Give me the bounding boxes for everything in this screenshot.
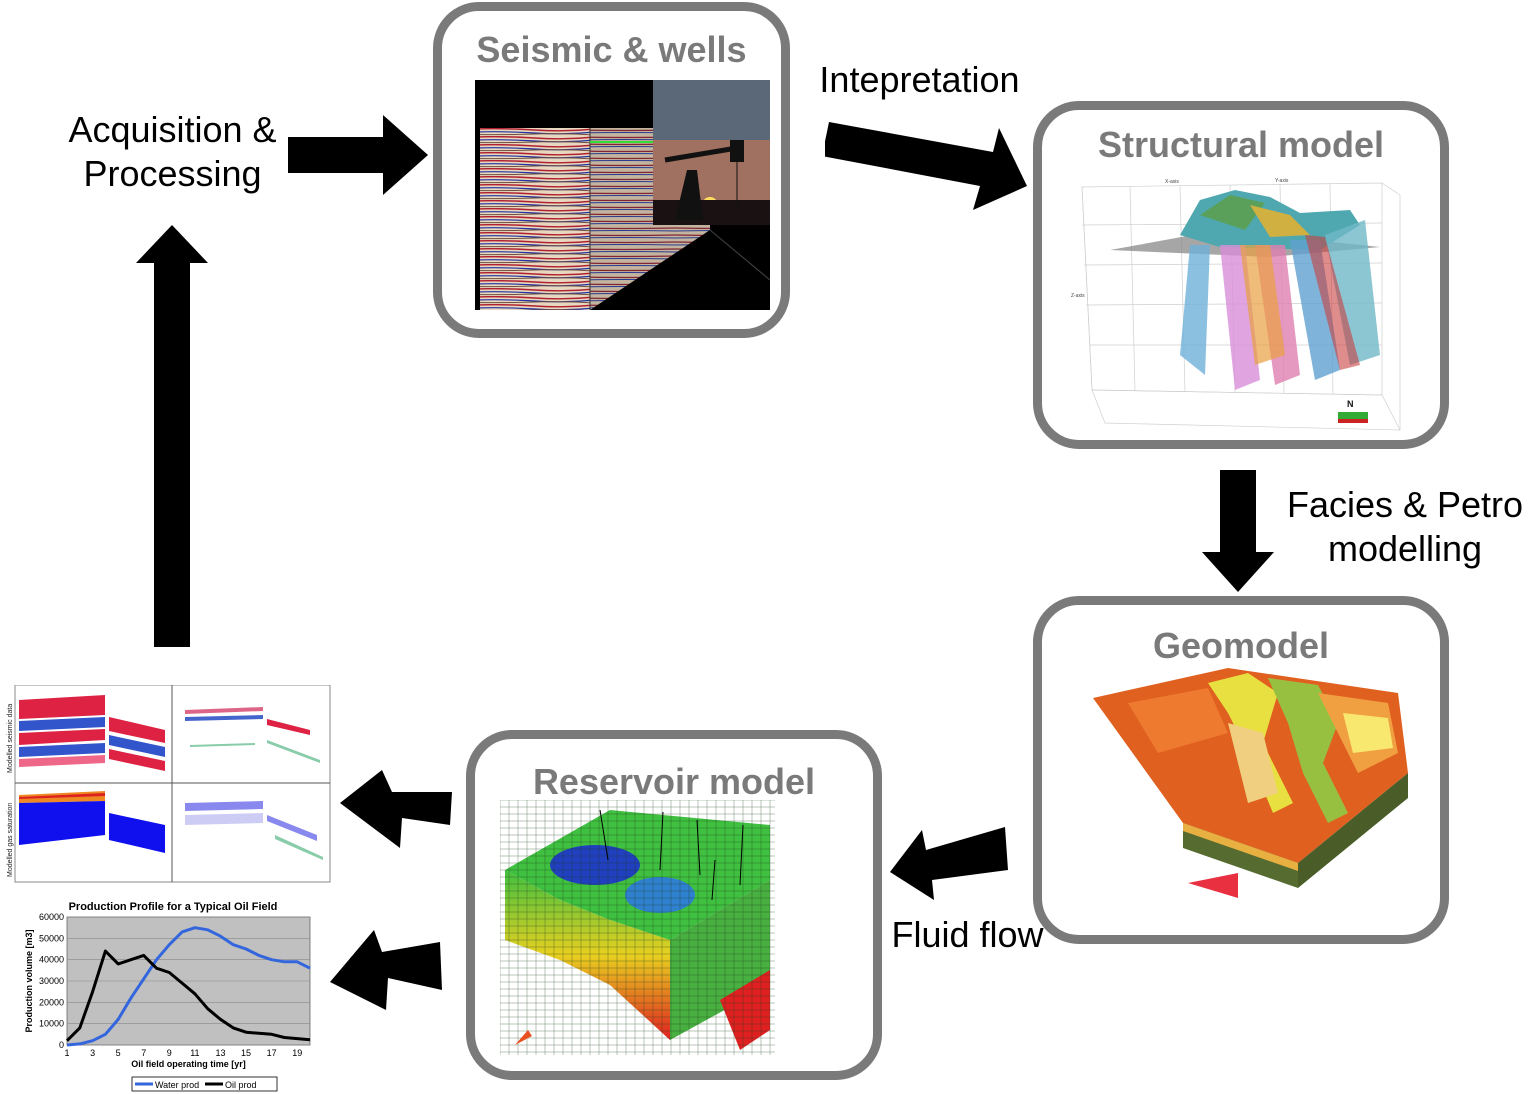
arrow-facies-petro	[1202, 470, 1274, 592]
y-tick-label: 10000	[39, 1019, 64, 1029]
arrow-up-acquisition	[136, 225, 208, 647]
legend-box	[131, 1076, 278, 1092]
facies-line-2: modelling	[1327, 528, 1483, 569]
structural-model-title: Structural model	[1097, 124, 1385, 165]
geomodel-image	[1093, 668, 1408, 898]
seismic-cube-image	[475, 80, 770, 310]
acquisition-label: Acquisition & Processing	[60, 108, 285, 196]
production-chart: Production Profile for a Typical Oil Fie…	[15, 895, 320, 1093]
panel-row1-label: Modelled seismic data	[7, 704, 14, 773]
y-axis-label: Production volume [m3]	[24, 929, 34, 1032]
geomodel-title: Geomodel	[1152, 625, 1330, 666]
x-tick-label: 15	[241, 1048, 251, 1058]
seismic-wells-title: Seismic & wells	[476, 29, 747, 70]
struct-y-axis-label: Y-axis	[1275, 178, 1289, 184]
arrow-to-seismic-panels	[340, 770, 452, 848]
y-tick-label: 20000	[39, 997, 64, 1007]
x-tick-label: 7	[141, 1048, 146, 1058]
y-tick-label: 30000	[39, 976, 64, 986]
reservoir-model-image	[500, 800, 775, 1055]
structural-model-image: X-axis Y-axis Z-axis N	[1071, 178, 1401, 431]
reservoir-model-title: Reservoir model	[532, 761, 816, 802]
x-tick-label: 11	[190, 1048, 199, 1058]
fluid-flow-label: Fluid flow	[891, 914, 1044, 955]
legend-label: Water prod	[155, 1080, 199, 1090]
x-tick-label: 3	[90, 1048, 95, 1058]
arrow-fluid-flow	[890, 827, 1008, 900]
legend-label: Oil prod	[225, 1080, 257, 1090]
acquisition-line-2: Processing	[83, 153, 262, 194]
y-tick-label: 50000	[39, 933, 64, 943]
y-tick-label: 60000	[39, 912, 64, 922]
x-tick-label: 1	[64, 1048, 69, 1058]
series-line-water-prod	[66, 926, 311, 1047]
arrow-acquisition-to-seismic	[288, 115, 428, 195]
x-tick-label: 5	[116, 1048, 121, 1058]
seismic-panels-image: Modelled seismic data Modelled gas satur…	[7, 685, 331, 883]
struct-z-axis-label: Z-axis	[1071, 293, 1085, 299]
facies-label: Facies & Petro modelling	[1280, 483, 1530, 571]
x-tick-label: 19	[292, 1048, 302, 1058]
acquisition-line-1: Acquisition &	[68, 109, 277, 150]
y-tick-label: 0	[59, 1040, 64, 1050]
north-indicator: N	[1347, 399, 1354, 409]
production-chart-svg: Production Profile for a Typical Oil Fie…	[24, 901, 311, 1092]
arrow-to-production-chart	[330, 930, 442, 1010]
series-line-oil-prod	[65, 949, 311, 1042]
interpretation-label: Intepretation	[819, 59, 1020, 100]
struct-x-axis-label: X-axis	[1165, 179, 1179, 185]
x-axis-label: Oil field operating time [yr]	[131, 1059, 246, 1069]
x-tick-label: 9	[167, 1048, 172, 1058]
arrow-interpretation	[825, 122, 1027, 210]
chart-title: Production Profile for a Typical Oil Fie…	[69, 901, 278, 913]
facies-line-1: Facies & Petro	[1286, 484, 1524, 525]
x-tick-label: 17	[267, 1048, 277, 1058]
y-tick-label: 40000	[39, 955, 64, 965]
x-tick-label: 13	[215, 1048, 225, 1058]
panel-row2-label: Modelled gas saturation	[7, 803, 14, 877]
